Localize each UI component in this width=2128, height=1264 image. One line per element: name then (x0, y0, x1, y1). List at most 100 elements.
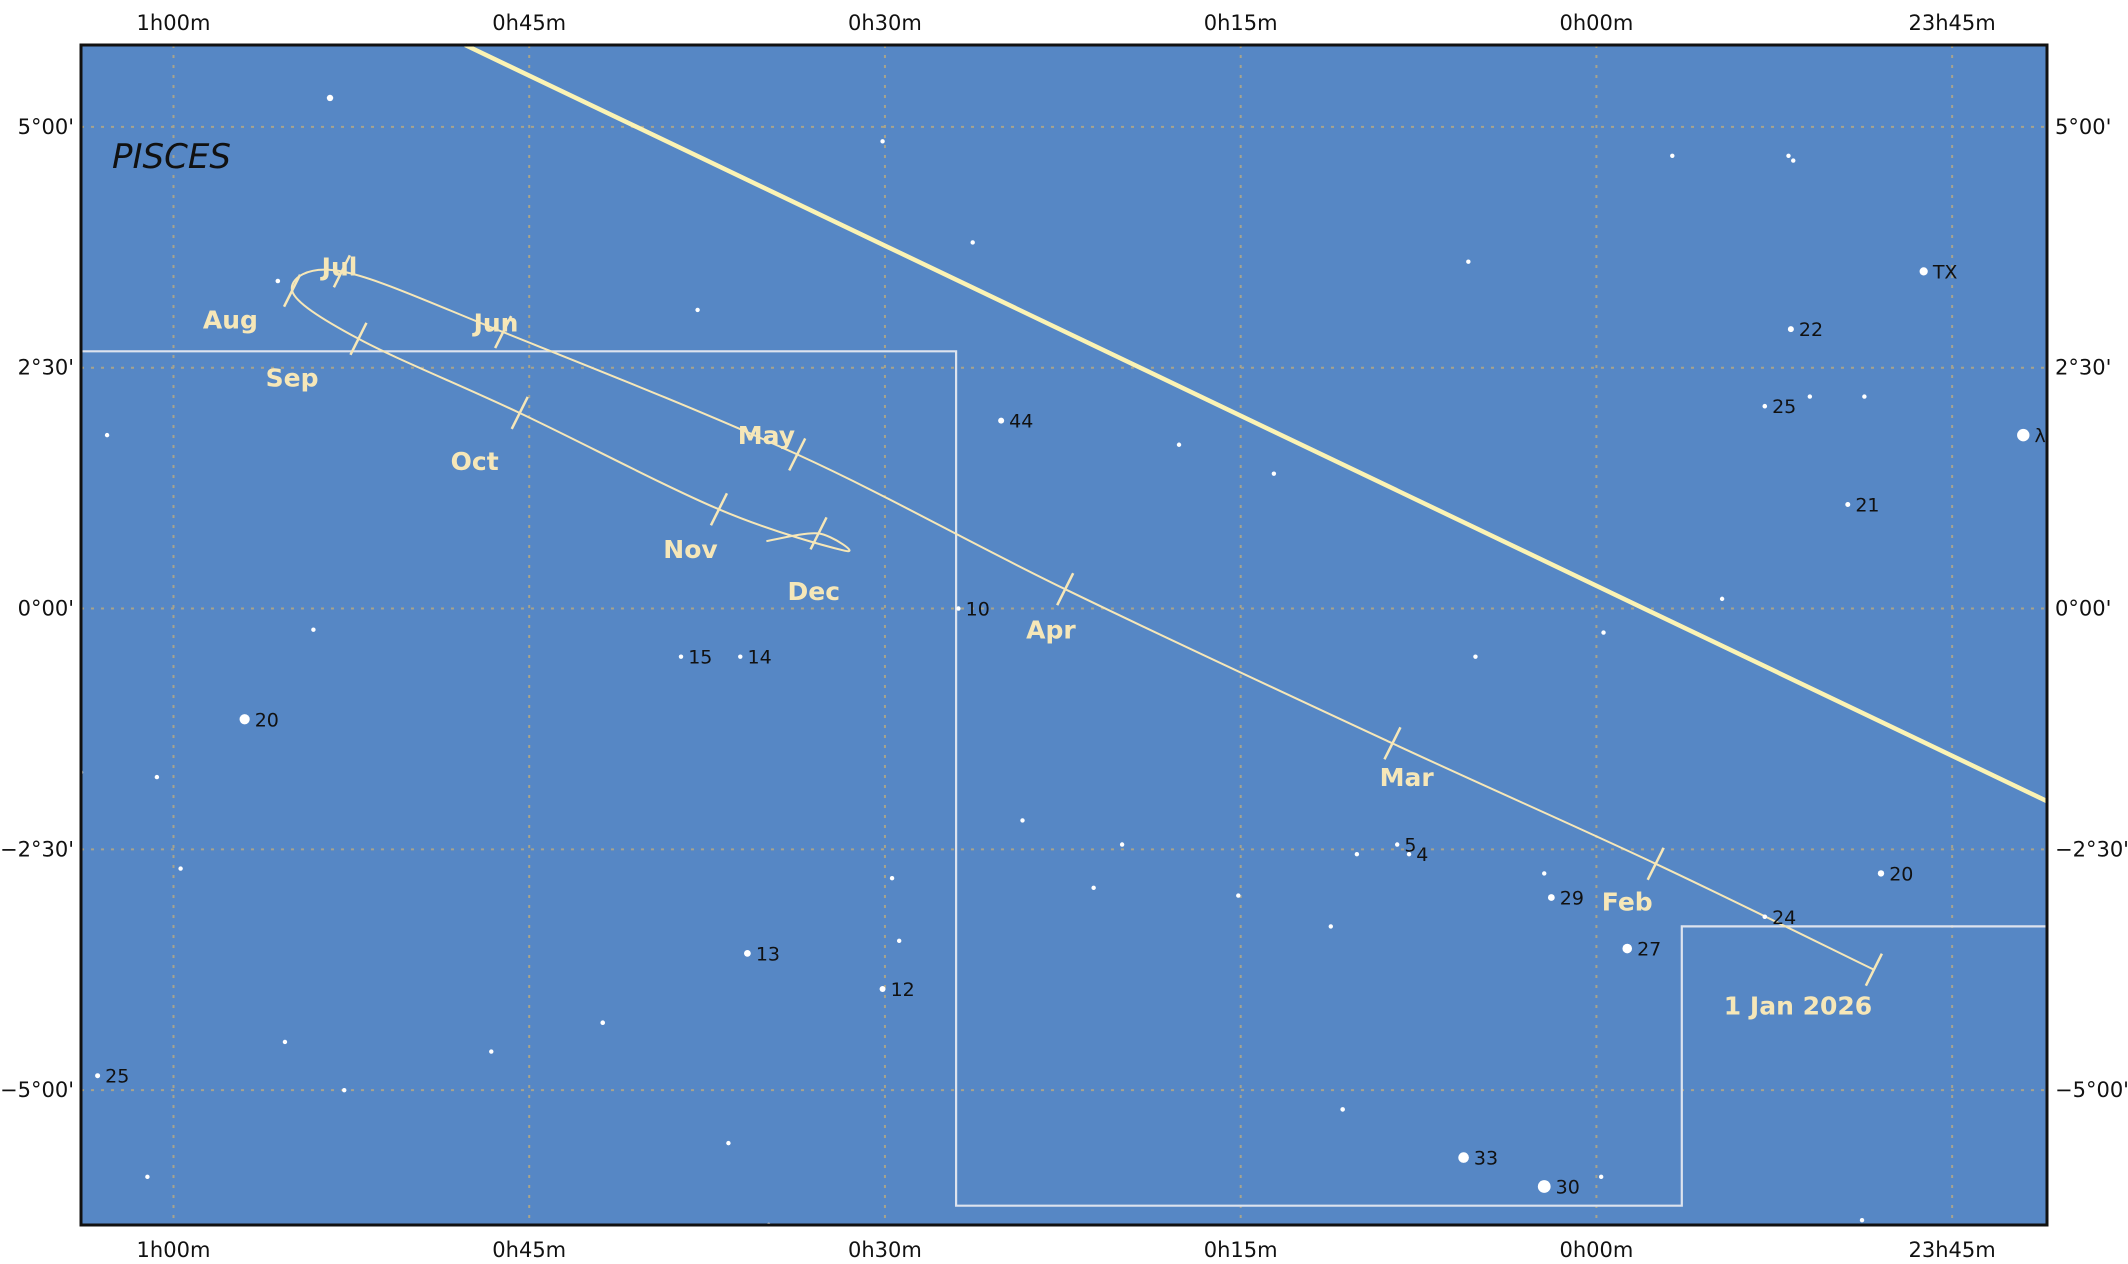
star (1354, 851, 1360, 857)
dec-tick-label-right: 2°30' (2055, 356, 2111, 380)
star-labels: 44 10 15 14 20 5 4 29 20 24 27 13 12 25 33 30 TX 22 25 21 λ (105, 261, 2046, 1198)
star (1395, 842, 1400, 847)
star (1845, 501, 1851, 507)
star (1236, 893, 1241, 898)
star (1919, 267, 1928, 276)
star (1807, 394, 1813, 399)
star (880, 139, 885, 144)
star (1542, 871, 1547, 876)
month-label: Aug (203, 306, 258, 335)
axis-labels: 1h00m 1h00m 0h45m 0h45m 0h30m 0h30m 0h15m 0h15m… (0, 11, 2128, 1262)
star-label: 44 (1009, 411, 1033, 433)
star (1537, 1180, 1551, 1193)
star (1622, 943, 1633, 954)
star (1458, 1152, 1469, 1163)
star (178, 866, 183, 871)
constellation-label: PISCES (112, 137, 231, 177)
ra-tick-label-top: 0h45m (492, 11, 566, 35)
star (239, 714, 250, 725)
month-tick (1383, 726, 1402, 760)
month-label: Sep (266, 363, 319, 392)
star-label: 27 (1637, 939, 1661, 961)
star (738, 654, 743, 659)
ra-tick-label-bottom: 1h00m (137, 1238, 211, 1262)
month-label: Oct (451, 447, 499, 476)
month-tick (332, 254, 351, 288)
star (104, 432, 110, 438)
month-tick (349, 322, 368, 356)
star (275, 278, 281, 284)
star (1119, 842, 1125, 847)
month-label: May (738, 421, 795, 450)
dec-tick-label-right: −2°30' (2055, 837, 2128, 861)
dec-tick-label-left: 2°30' (18, 356, 74, 380)
star (1328, 924, 1333, 929)
star (1466, 259, 1471, 264)
star-label: 25 (105, 1066, 129, 1088)
month-tick (788, 437, 807, 471)
constellation-boundaries (81, 350, 2047, 1207)
month-tick (494, 315, 513, 349)
star-label: 15 (688, 647, 712, 669)
star (1786, 153, 1791, 158)
star-label: 10 (966, 599, 990, 621)
star (282, 1039, 288, 1045)
star (678, 654, 684, 659)
month-tick (282, 274, 302, 308)
ra-tick-label-top: 0h30m (848, 11, 922, 35)
month-tick (1056, 572, 1075, 606)
dec-tick-label-right: 5°00' (2055, 115, 2111, 139)
dec-tick-label-left: −2°30' (0, 837, 74, 861)
star (95, 1073, 101, 1079)
star (600, 1020, 606, 1026)
star-label: 14 (747, 647, 771, 669)
month-tick (1864, 953, 1883, 987)
star (342, 1087, 347, 1093)
star (1271, 471, 1277, 476)
star (1091, 885, 1096, 891)
ra-tick-label-top: 0h15m (1204, 11, 1278, 35)
star (1176, 442, 1182, 447)
star (1762, 403, 1768, 409)
star (998, 417, 1005, 424)
star-label: 13 (756, 943, 780, 965)
star-label: 4 (1416, 844, 1428, 866)
star (970, 240, 975, 245)
star (1598, 1174, 1604, 1180)
ra-tick-label-bottom: 0h30m (848, 1238, 922, 1262)
star-label: 5 (1404, 835, 1416, 857)
ecliptic-layer (464, 42, 2048, 804)
ra-tick-label-bottom: 23h45m (1909, 1238, 1996, 1262)
star (744, 949, 751, 957)
star-label: 21 (1855, 494, 1879, 516)
star-label: 25 (1772, 396, 1796, 418)
star (1406, 851, 1412, 857)
star-label: 22 (1799, 319, 1823, 341)
star (896, 938, 902, 944)
star (1670, 153, 1675, 158)
dec-tick-label-left: 5°00' (18, 115, 74, 139)
star (311, 627, 316, 632)
star (1877, 870, 1885, 877)
star (1791, 158, 1796, 163)
star-label: 29 (1560, 887, 1584, 909)
month-label: Feb (1602, 887, 1653, 916)
star (1340, 1107, 1345, 1112)
star (2017, 428, 2030, 442)
ra-tick-label-bottom: 0h45m (492, 1238, 566, 1262)
chart-frame (79, 43, 2049, 1227)
dec-tick-label-right: −5°00' (2055, 1078, 2128, 1102)
star (879, 986, 886, 992)
star (695, 307, 700, 313)
star (1547, 894, 1555, 901)
ecliptic-line (464, 42, 2048, 804)
dec-tick-label-left: 0°00' (18, 597, 74, 621)
month-tick (1646, 847, 1665, 881)
star-label: 20 (1889, 863, 1913, 885)
star-label: TX (1932, 261, 1958, 283)
month-tick (510, 396, 529, 430)
star-label: 30 (1556, 1176, 1580, 1198)
star (145, 1174, 150, 1180)
ra-tick-label-top: 0h00m (1559, 11, 1633, 35)
star (154, 774, 160, 780)
